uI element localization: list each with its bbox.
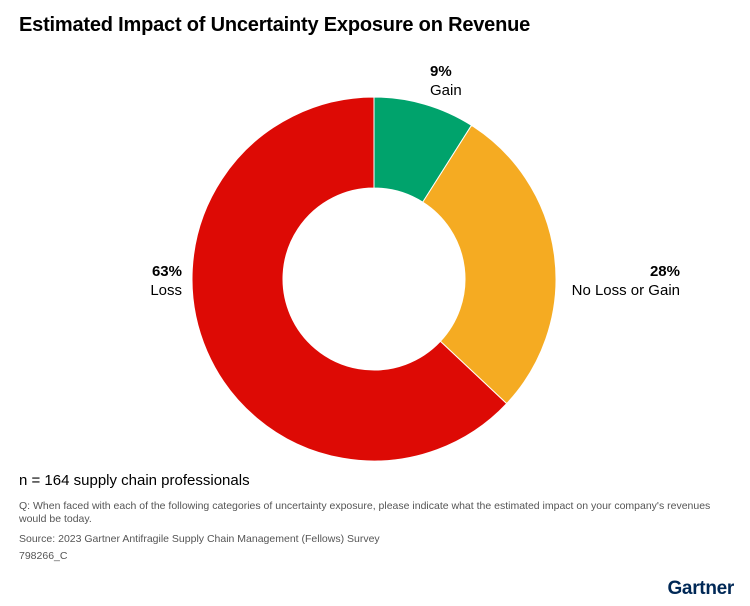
slice-category-label: Gain [430,82,462,99]
slice-no-loss-or-gain [422,124,557,405]
label-no-loss-or-gain: 28% No Loss or Gain [572,262,680,300]
slice-category-label: Loss [150,282,182,299]
chart-title: Estimated Impact of Uncertainty Exposure… [19,14,531,36]
slice-value-label: 63% [151,263,182,280]
label-loss: 63% Loss [150,262,182,300]
slice-value-label: 28% [649,263,680,280]
slice-loss [191,96,508,462]
survey-question: Q: When faced with each of the following… [19,500,711,525]
source-note: Source: 2023 Gartner Antifragile Supply … [19,533,380,545]
gartner-logo: Gartner [667,578,734,599]
label-gain: 9% Gain [430,62,462,100]
slice-category-label: No Loss or Gain [571,282,680,299]
sample-size: n = 164 supply chain professionals [19,472,250,489]
figure-code: 798266_C [19,550,68,562]
slice-value-label: 9% [430,63,452,80]
